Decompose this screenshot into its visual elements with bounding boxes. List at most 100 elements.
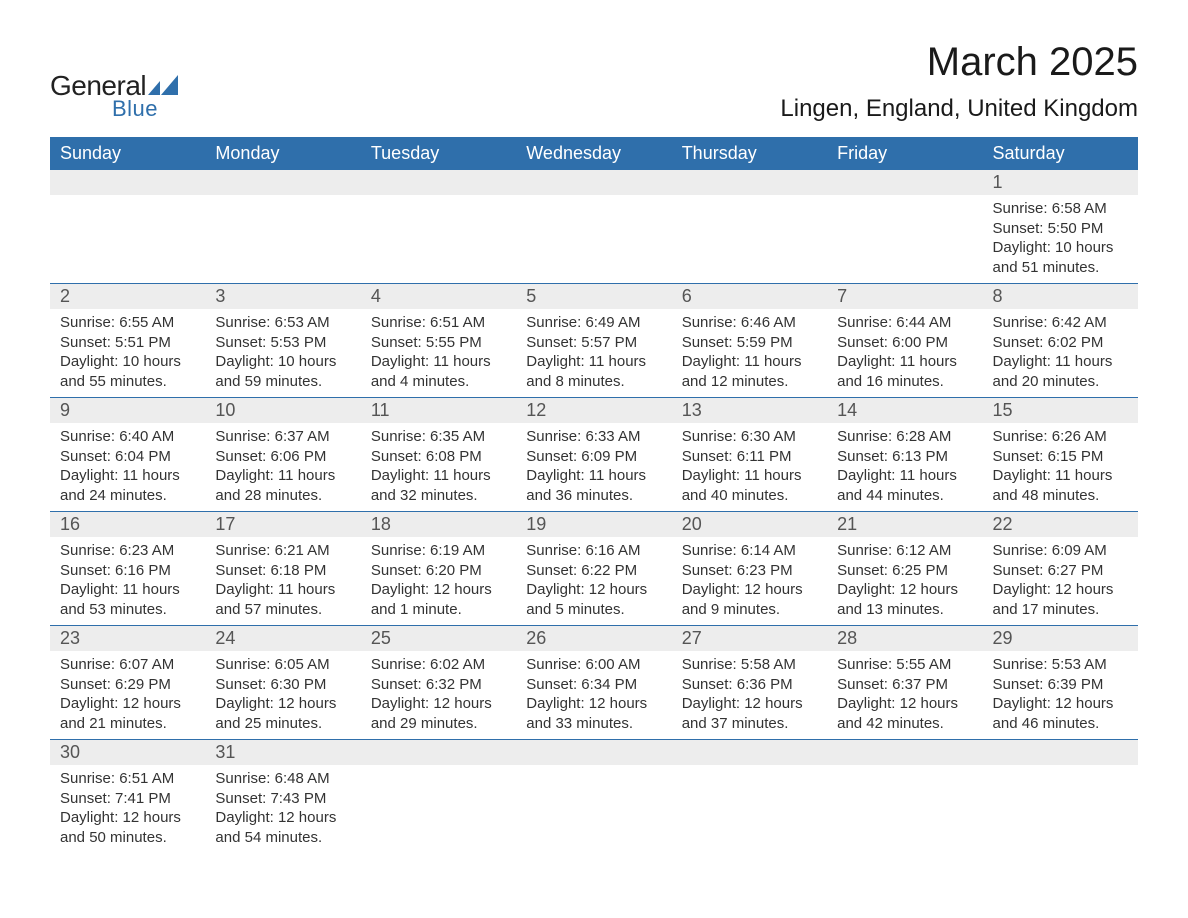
day-details: Sunrise: 6:23 AMSunset: 6:16 PMDaylight:… [50, 537, 205, 625]
day-details: Sunrise: 6:07 AMSunset: 6:29 PMDaylight:… [50, 651, 205, 739]
brand-name-2: Blue [112, 96, 178, 122]
day-header: Tuesday [361, 137, 516, 170]
day-number [827, 170, 982, 194]
day-number: 29 [983, 626, 1138, 651]
day-number: 28 [827, 626, 982, 651]
calendar-cell-number: 9 [50, 398, 205, 424]
day-details: Sunrise: 5:53 AMSunset: 6:39 PMDaylight:… [983, 651, 1138, 739]
day-details: Sunrise: 6:09 AMSunset: 6:27 PMDaylight:… [983, 537, 1138, 625]
calendar-cell-number: 28 [827, 626, 982, 652]
calendar-cell-content: Sunrise: 6:28 AMSunset: 6:13 PMDaylight:… [827, 423, 982, 512]
day-details [827, 765, 982, 785]
calendar-cell-number: 18 [361, 512, 516, 538]
calendar-cell-content [983, 765, 1138, 853]
day-number: 1 [983, 170, 1138, 195]
day-details: Sunrise: 6:02 AMSunset: 6:32 PMDaylight:… [361, 651, 516, 739]
day-details [50, 195, 205, 275]
calendar-cell-content: Sunrise: 6:21 AMSunset: 6:18 PMDaylight:… [205, 537, 360, 626]
calendar-cell-content: Sunrise: 6:46 AMSunset: 5:59 PMDaylight:… [672, 309, 827, 398]
calendar-cell-number: 23 [50, 626, 205, 652]
day-details: Sunrise: 6:26 AMSunset: 6:15 PMDaylight:… [983, 423, 1138, 511]
day-details: Sunrise: 6:35 AMSunset: 6:08 PMDaylight:… [361, 423, 516, 511]
day-details: Sunrise: 6:40 AMSunset: 6:04 PMDaylight:… [50, 423, 205, 511]
day-number [205, 170, 360, 194]
day-number: 8 [983, 284, 1138, 309]
calendar-cell-content: Sunrise: 6:05 AMSunset: 6:30 PMDaylight:… [205, 651, 360, 740]
calendar-cell-number: 17 [205, 512, 360, 538]
day-number: 13 [672, 398, 827, 423]
calendar-cell-number: 1 [983, 170, 1138, 195]
day-header: Saturday [983, 137, 1138, 170]
day-number: 9 [50, 398, 205, 423]
day-number: 5 [516, 284, 671, 309]
day-number: 12 [516, 398, 671, 423]
location-subtitle: Lingen, England, United Kingdom [780, 95, 1138, 123]
day-number: 4 [361, 284, 516, 309]
day-number [672, 170, 827, 194]
day-number [827, 740, 982, 764]
calendar-cell-content [361, 765, 516, 853]
calendar-cell-number: 21 [827, 512, 982, 538]
calendar-cell-content: Sunrise: 5:53 AMSunset: 6:39 PMDaylight:… [983, 651, 1138, 740]
calendar-cell-content [516, 195, 671, 284]
day-details: Sunrise: 6:30 AMSunset: 6:11 PMDaylight:… [672, 423, 827, 511]
calendar-cell-number: 29 [983, 626, 1138, 652]
day-details: Sunrise: 6:16 AMSunset: 6:22 PMDaylight:… [516, 537, 671, 625]
day-details: Sunrise: 6:53 AMSunset: 5:53 PMDaylight:… [205, 309, 360, 397]
day-details [516, 765, 671, 785]
day-details: Sunrise: 5:58 AMSunset: 6:36 PMDaylight:… [672, 651, 827, 739]
calendar-cell-content: Sunrise: 6:14 AMSunset: 6:23 PMDaylight:… [672, 537, 827, 626]
day-details: Sunrise: 6:51 AMSunset: 7:41 PMDaylight:… [50, 765, 205, 853]
calendar-cell-number: 11 [361, 398, 516, 424]
day-details [983, 765, 1138, 785]
day-number: 17 [205, 512, 360, 537]
calendar-cell-content [827, 195, 982, 284]
calendar-cell-content: Sunrise: 6:42 AMSunset: 6:02 PMDaylight:… [983, 309, 1138, 398]
day-details: Sunrise: 6:19 AMSunset: 6:20 PMDaylight:… [361, 537, 516, 625]
calendar-cell-content [205, 195, 360, 284]
day-details: Sunrise: 6:49 AMSunset: 5:57 PMDaylight:… [516, 309, 671, 397]
day-header: Thursday [672, 137, 827, 170]
calendar-cell-number: 13 [672, 398, 827, 424]
calendar-cell-content [672, 765, 827, 853]
day-number: 11 [361, 398, 516, 423]
calendar-cell-number: 2 [50, 284, 205, 310]
day-number: 15 [983, 398, 1138, 423]
day-number [361, 170, 516, 194]
day-details: Sunrise: 6:51 AMSunset: 5:55 PMDaylight:… [361, 309, 516, 397]
day-details: Sunrise: 6:33 AMSunset: 6:09 PMDaylight:… [516, 423, 671, 511]
calendar-cell-number [516, 740, 671, 766]
calendar-cell-number: 7 [827, 284, 982, 310]
day-details: Sunrise: 6:48 AMSunset: 7:43 PMDaylight:… [205, 765, 360, 853]
day-number: 3 [205, 284, 360, 309]
day-number [516, 740, 671, 764]
calendar-cell-content: Sunrise: 6:12 AMSunset: 6:25 PMDaylight:… [827, 537, 982, 626]
calendar-cell-number [361, 170, 516, 195]
day-details: Sunrise: 6:44 AMSunset: 6:00 PMDaylight:… [827, 309, 982, 397]
calendar-cell-content: Sunrise: 6:00 AMSunset: 6:34 PMDaylight:… [516, 651, 671, 740]
day-details: Sunrise: 5:55 AMSunset: 6:37 PMDaylight:… [827, 651, 982, 739]
day-number: 26 [516, 626, 671, 651]
day-number: 24 [205, 626, 360, 651]
title-block: March 2025 Lingen, England, United Kingd… [780, 40, 1138, 123]
calendar-cell-number: 16 [50, 512, 205, 538]
calendar-cell-content: Sunrise: 6:35 AMSunset: 6:08 PMDaylight:… [361, 423, 516, 512]
calendar-cell-content: Sunrise: 6:26 AMSunset: 6:15 PMDaylight:… [983, 423, 1138, 512]
calendar-cell-content: Sunrise: 6:58 AMSunset: 5:50 PMDaylight:… [983, 195, 1138, 284]
calendar-header-row: SundayMondayTuesdayWednesdayThursdayFrid… [50, 137, 1138, 170]
calendar-cell-content: Sunrise: 6:07 AMSunset: 6:29 PMDaylight:… [50, 651, 205, 740]
day-number [672, 740, 827, 764]
calendar-cell-number: 8 [983, 284, 1138, 310]
calendar-cell-number [672, 170, 827, 195]
calendar-cell-content: Sunrise: 6:16 AMSunset: 6:22 PMDaylight:… [516, 537, 671, 626]
calendar-cell-number: 12 [516, 398, 671, 424]
calendar-cell-number: 5 [516, 284, 671, 310]
calendar-cell-content: Sunrise: 6:30 AMSunset: 6:11 PMDaylight:… [672, 423, 827, 512]
day-number: 25 [361, 626, 516, 651]
day-details: Sunrise: 6:21 AMSunset: 6:18 PMDaylight:… [205, 537, 360, 625]
day-header: Sunday [50, 137, 205, 170]
calendar-cell-content: Sunrise: 6:48 AMSunset: 7:43 PMDaylight:… [205, 765, 360, 853]
calendar-cell-number [516, 170, 671, 195]
calendar-cell-content: Sunrise: 5:55 AMSunset: 6:37 PMDaylight:… [827, 651, 982, 740]
day-number [361, 740, 516, 764]
